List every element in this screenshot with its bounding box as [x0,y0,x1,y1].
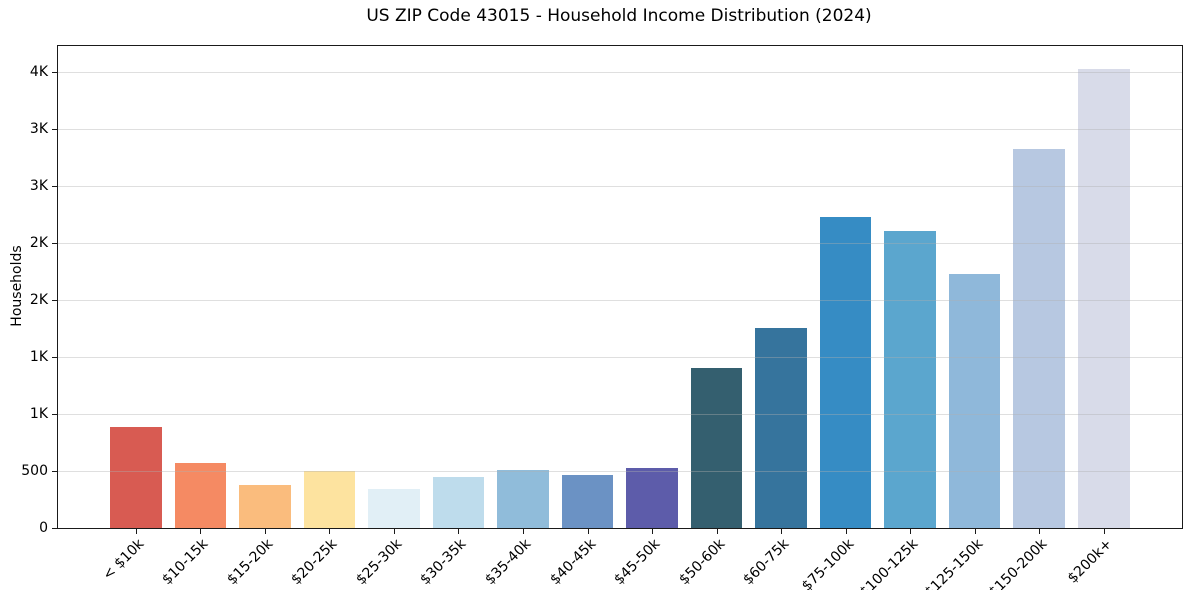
bar-60-75k [755,328,807,528]
x-tick-mark [135,529,137,534]
bar-15-20k [239,485,291,528]
x-tick-mark [329,529,331,534]
y-tick-label: 2K [29,292,48,309]
y-tick-label: 3K [29,178,48,195]
y-tick-mark [52,528,57,529]
x-tick-mark [845,529,847,534]
plot-area: < $10k $10-15k $15-20k $20-25k $25-30k $30-35… [21,45,1183,590]
bar-100-125k [884,231,936,528]
x-tick-label: < $10k [99,536,148,584]
gridline [58,129,1182,131]
y-tick-mark [52,357,57,359]
bar-50-60k [690,368,743,528]
y-tick-mark [52,414,57,416]
bar-10-15k [174,463,227,528]
y-tick-label: 1K [29,406,48,423]
y-tick-label: 2K [29,235,48,252]
x-tick-mark [522,529,524,534]
bar-25-30k [368,489,420,528]
bar-125-150k [948,273,1001,528]
chart-title: US ZIP Code 43015 - Household Income Dis… [366,6,872,26]
y-tick-label: 1K [29,349,48,366]
x-tick-mark [974,529,976,534]
x-tick-mark [652,529,654,534]
x-tick-mark [587,529,589,534]
y-tick-mark [52,186,57,188]
x-tick-mark [458,529,460,534]
y-tick-label: 0 [39,520,48,536]
y-tick-label: 500 [21,463,48,480]
y-tick-mark [52,243,57,245]
y-tick-mark [52,129,57,131]
bar-200k+ [1078,69,1130,528]
y-tick-mark [52,471,57,473]
bar-150-200k [1013,148,1065,528]
y-axis-label: Households [9,245,25,327]
x-tick-mark [393,529,395,534]
bar-20-25k [303,471,356,528]
y-tick-label: 4K [29,64,48,81]
x-tick-mark [1103,529,1105,534]
bar-30-35k [432,477,485,528]
bar-10k [110,427,162,528]
bar-40-45k [561,475,614,528]
x-tick-mark [781,529,783,534]
bar-75-100k [819,217,872,528]
x-tick-mark [264,529,266,534]
y-tick-label: 3K [29,121,48,138]
y-tick-mark [52,72,57,74]
gridline [58,72,1182,74]
x-tick-mark [910,529,912,534]
bar-45-50k [626,468,678,528]
x-tick-mark [716,529,718,534]
y-tick-mark [52,300,57,302]
bar-35-40k [497,469,549,528]
x-tick-mark [200,529,202,534]
x-tick-mark [1039,529,1041,534]
